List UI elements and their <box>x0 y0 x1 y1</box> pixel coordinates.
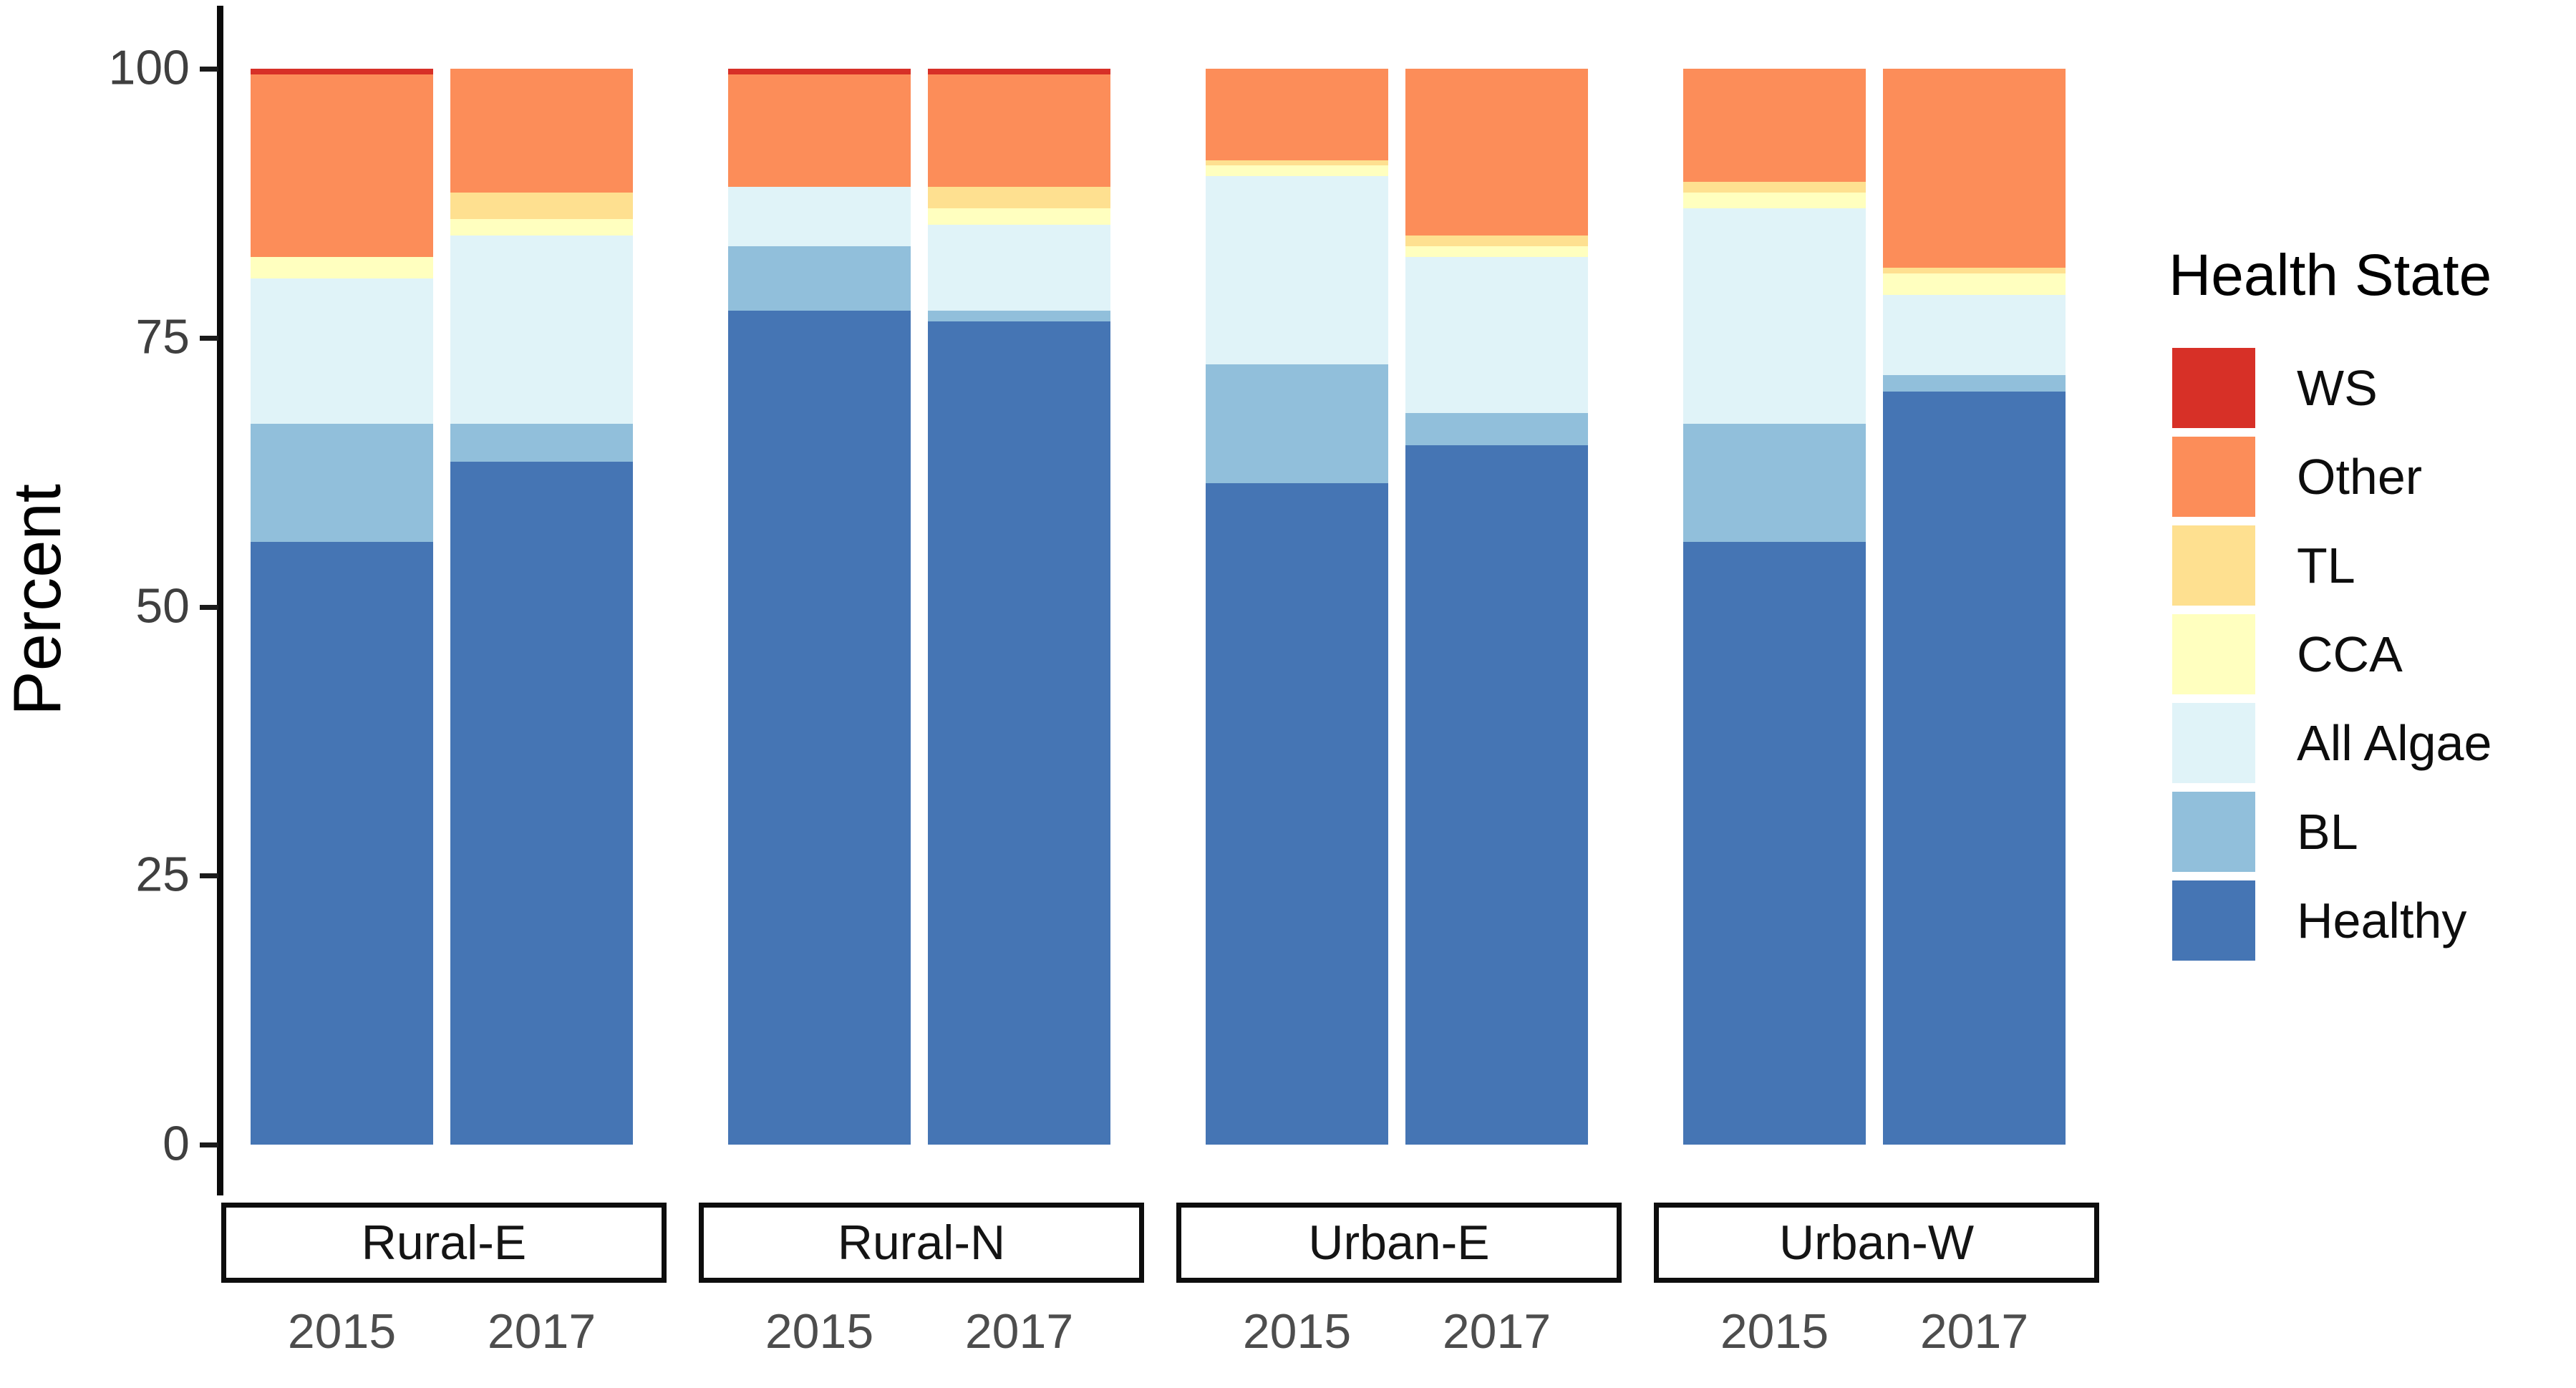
bar-segment-healthy <box>1883 391 2066 1145</box>
y-axis-line <box>217 6 223 1195</box>
bar-segment-ws <box>251 69 433 74</box>
bar-segment-ws <box>728 69 911 74</box>
facet-strip: Rural-N <box>699 1203 1144 1283</box>
bar-segment-cca <box>928 208 1110 225</box>
facet-strip: Rural-E <box>221 1203 667 1283</box>
year-label: 2017 <box>1442 1304 1551 1359</box>
bar-segment-all-algae <box>928 224 1110 311</box>
year-label: 2015 <box>287 1304 397 1359</box>
bar-segment-cca <box>1683 192 1866 209</box>
legend-swatch-bl <box>2172 792 2255 872</box>
bar-segment-bl <box>1883 375 2066 392</box>
stacked-bar <box>1883 69 2066 1145</box>
legend-item-label: CCA <box>2297 626 2403 682</box>
stacked-bar <box>251 69 433 1145</box>
bar-segment-other <box>1405 69 1588 236</box>
y-tick-label: 0 <box>163 1116 190 1171</box>
legend-item-label: BL <box>2297 804 2358 860</box>
bar-segment-healthy <box>728 311 911 1145</box>
legend-swatch-all-algae <box>2172 703 2255 783</box>
legend-item-label: Other <box>2297 449 2423 505</box>
bar-segment-all-algae <box>251 278 433 424</box>
bar-segment-other <box>251 74 433 257</box>
year-label: 2017 <box>1919 1304 2029 1359</box>
y-tick-label: 100 <box>108 40 190 95</box>
bar-segment-all-algae <box>450 235 633 424</box>
bar-segment-healthy <box>1405 445 1588 1145</box>
year-label: 2017 <box>487 1304 596 1359</box>
bar-segment-all-algae <box>1405 256 1588 413</box>
y-tick-label: 50 <box>135 578 190 634</box>
y-tick-label: 25 <box>135 847 190 902</box>
bar-segment-tl <box>1206 160 1388 166</box>
bar-segment-all-algae <box>1683 208 1866 424</box>
year-label: 2015 <box>1242 1304 1352 1359</box>
bar-segment-tl <box>1405 235 1588 246</box>
legend-item-label: Healthy <box>2297 893 2467 948</box>
bar-segment-bl <box>251 423 433 543</box>
bar-segment-bl <box>1405 412 1588 445</box>
legend-swatch-tl <box>2172 525 2255 606</box>
year-label: 2017 <box>964 1304 1074 1359</box>
facet-strip-label: Rural-N <box>837 1215 1006 1270</box>
bar-segment-all-algae <box>728 187 911 246</box>
legend-item-label: All Algae <box>2297 715 2492 771</box>
legend-swatch-other <box>2172 437 2255 517</box>
bar-segment-all-algae <box>1206 176 1388 365</box>
year-label: 2015 <box>1720 1304 1829 1359</box>
stacked-bar <box>450 69 633 1145</box>
bar-segment-tl <box>450 192 633 220</box>
facet-strip: Urban-E <box>1176 1203 1622 1283</box>
facet-strip: Urban-W <box>1654 1203 2099 1283</box>
bar-segment-healthy <box>1206 482 1388 1145</box>
bar-segment-other <box>728 74 911 188</box>
y-tick-mark <box>200 335 218 341</box>
legend-swatch-healthy <box>2172 880 2255 961</box>
facet-strip-label: Urban-E <box>1308 1215 1490 1270</box>
bar-segment-healthy <box>928 321 1110 1145</box>
legend-swatch-cca <box>2172 614 2255 694</box>
bar-segment-cca <box>1405 246 1588 257</box>
stacked-bar <box>728 69 911 1145</box>
bar-segment-bl <box>928 311 1110 322</box>
bar-segment-healthy <box>1683 542 1866 1145</box>
legend-swatch-ws <box>2172 348 2255 428</box>
facet-strip-label: Urban-W <box>1778 1215 1975 1270</box>
legend-item-label: WS <box>2297 360 2378 416</box>
bar-segment-healthy <box>251 542 433 1145</box>
year-label: 2015 <box>765 1304 874 1359</box>
bar-segment-other <box>928 74 1110 188</box>
stacked-bar <box>928 69 1110 1145</box>
bar-segment-other <box>1683 69 1866 182</box>
bar-segment-cca <box>1883 273 2066 295</box>
stacked-bar <box>1405 69 1588 1145</box>
bar-segment-bl <box>1683 423 1866 543</box>
bar-segment-all-algae <box>1883 294 2066 376</box>
bar-segment-tl <box>1683 181 1866 193</box>
bar-segment-healthy <box>450 461 633 1145</box>
legend-item-label: TL <box>2297 538 2355 593</box>
bar-segment-cca <box>251 257 433 279</box>
legend-title: Health State <box>2169 243 2492 308</box>
facet-strip-label: Rural-E <box>361 1215 527 1270</box>
bar-segment-tl <box>928 187 1110 209</box>
stacked-bar <box>1683 69 1866 1145</box>
bar-segment-other <box>450 69 633 193</box>
bar-segment-bl <box>450 423 633 462</box>
y-tick-mark <box>200 1142 218 1147</box>
bar-segment-tl <box>1883 268 2066 273</box>
y-tick-mark <box>200 67 218 72</box>
bar-segment-other <box>1206 69 1388 160</box>
bar-segment-bl <box>728 246 911 311</box>
y-tick-label: 75 <box>135 309 190 364</box>
bar-segment-bl <box>1206 364 1388 483</box>
bar-segment-other <box>1883 69 2066 268</box>
bar-segment-ws <box>928 69 1110 74</box>
bar-segment-cca <box>1206 165 1388 177</box>
bar-segment-cca <box>450 219 633 236</box>
y-tick-mark <box>200 604 218 610</box>
y-tick-mark <box>200 873 218 879</box>
stacked-bar <box>1206 69 1388 1145</box>
